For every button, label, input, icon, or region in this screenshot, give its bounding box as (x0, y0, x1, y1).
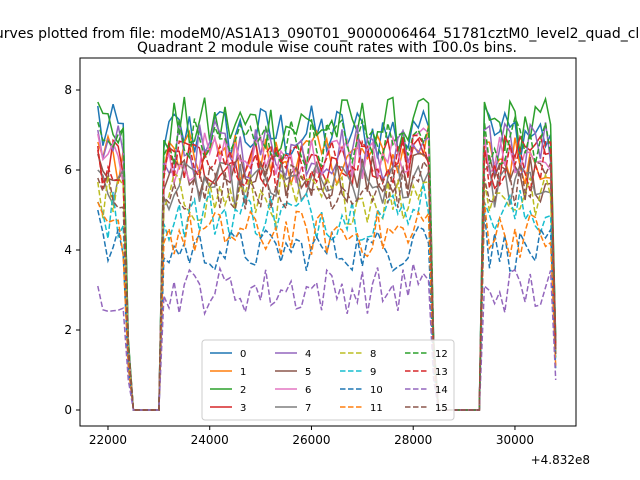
y-tick-label: 6 (64, 163, 72, 177)
y-tick-label: 2 (64, 323, 72, 337)
legend-label-1: 1 (240, 367, 246, 378)
y-tick-label: 0 (64, 403, 72, 417)
legend-label-5: 5 (305, 367, 311, 378)
legend-label-12: 12 (435, 349, 448, 360)
legend-box (201, 339, 455, 421)
series-group (97, 96, 557, 411)
legend-label-11: 11 (370, 403, 383, 414)
axes-frame (79, 57, 577, 427)
legend-label-0: 0 (240, 349, 246, 360)
y-tick-label: 4 (64, 243, 72, 257)
x-tick-label: 30000 (496, 433, 534, 447)
chart-title: Quadrant 2 module wise count rates with … (137, 40, 517, 56)
x-tick-label: 26000 (292, 433, 330, 447)
y-axis: 0 2 4 6 8 (64, 83, 80, 417)
legend-label-7: 7 (305, 403, 311, 414)
x-axis: 22000 24000 26000 28000 30000 (89, 426, 534, 447)
legend-label-13: 13 (435, 367, 448, 378)
figure-suptitle: Light curves plotted from file: modeM0/A… (0, 26, 640, 42)
legend-label-8: 8 (370, 349, 376, 360)
legend-label-4: 4 (305, 349, 311, 360)
series-line-15 (97, 159, 557, 411)
legend-label-6: 6 (305, 385, 311, 396)
x-offset-label: +4.832e8 (531, 453, 590, 467)
y-tick-label: 8 (64, 83, 72, 97)
legend-label-3: 3 (240, 403, 246, 414)
legend-label-10: 10 (370, 385, 383, 396)
legend-label-9: 9 (370, 367, 376, 378)
x-tick-label: 22000 (89, 433, 127, 447)
legend-label-14: 14 (435, 385, 448, 396)
x-tick-label: 28000 (394, 433, 432, 447)
series-line-12 (97, 115, 557, 411)
x-tick-label: 24000 (191, 433, 229, 447)
plot-area: 22000 24000 26000 28000 30000 0 2 4 6 8 +4.832e8 (64, 57, 590, 467)
legend-label-15: 15 (435, 403, 448, 414)
legend-label-2: 2 (240, 385, 246, 396)
